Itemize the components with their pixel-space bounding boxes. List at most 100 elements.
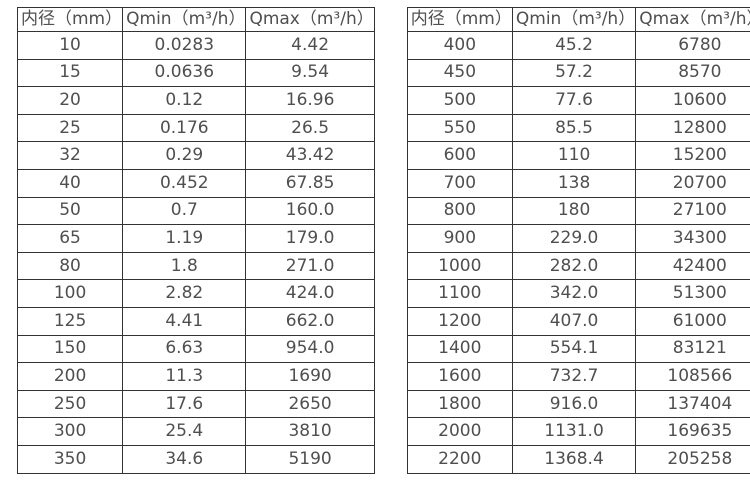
table-row: 32 0.29 43.42 [16, 141, 375, 170]
table-row: 150 6.63 954.0 [16, 334, 375, 364]
table-cell: 1368.4 [511, 444, 637, 474]
table-cell: 160.0 [245, 196, 375, 226]
table-cell: 42400 [635, 251, 750, 281]
table-cell: 10600 [635, 86, 750, 115]
table-row: 50 0.7 160.0 [16, 196, 375, 226]
table-row: 125 4.41 662.0 [16, 306, 375, 336]
table-cell: 2.82 [122, 279, 247, 308]
table-cell: 20700 [635, 168, 750, 198]
table-cell: 0.12 [122, 86, 247, 115]
table-cell: 205258 [635, 444, 750, 474]
table-cell: 27100 [635, 196, 750, 226]
table-cell: 450 [406, 58, 513, 88]
table-cell: 15 [16, 58, 124, 88]
column-header-qmin: Qmin（m³/h） [511, 7, 637, 32]
table-cell: 80 [16, 251, 124, 281]
table-cell: 45.2 [511, 31, 637, 60]
table-cell: 1400 [406, 334, 513, 364]
table-cell: 65 [16, 224, 124, 253]
table-row: 450 57.2 8570 [406, 58, 750, 88]
table-row: 1000 282.0 42400 [406, 251, 750, 281]
table-cell: 1690 [245, 362, 375, 391]
flow-table-large-diameters: 内径（mm） Qmin（m³/h） Qmax（m³/h） 40045.26780… [406, 7, 750, 474]
table-cell: 2000 [406, 417, 513, 446]
table-row: 2000 1131.0 169635 [406, 417, 750, 446]
table-cell: 43.42 [245, 141, 375, 170]
table-cell: 6780 [635, 31, 750, 60]
column-header-diameter: 内径（mm） [16, 7, 124, 32]
table-cell: 2200 [406, 444, 513, 474]
table-cell: 0.7 [122, 196, 247, 226]
table-row: 1600 732.7 108566 [406, 362, 750, 391]
table-cell: 0.0636 [122, 58, 247, 88]
table-cell: 169635 [635, 417, 750, 446]
table-cell: 32 [16, 141, 124, 170]
table-row: 20 0.12 16.96 [16, 86, 375, 115]
table-cell: 25 [16, 113, 124, 143]
table-cell: 916.0 [511, 389, 637, 419]
table-cell: 6.63 [122, 334, 247, 364]
table-cell: 34.6 [122, 444, 247, 474]
table-cell: 900 [406, 224, 513, 253]
table-row: 1100 342.0 51300 [406, 279, 750, 308]
flow-table-small-diameters: 内径（mm） Qmin（m³/h） Qmax（m³/h） 10 0.0283 4.4… [16, 7, 375, 474]
table-row: 500 77.6 10600 [406, 86, 750, 115]
flow-tables-container: 内径（mm） Qmin（m³/h） Qmax（m³/h） 10 0.0283 4.4… [16, 7, 750, 474]
table-cell: 1000 [406, 251, 513, 281]
table-row: 400 45.2 6780 [406, 31, 750, 60]
table-row: 350 34.6 5190 [16, 444, 375, 474]
table-row: 600 110 15200 [406, 141, 750, 170]
table-row: 300 25.4 3810 [16, 417, 375, 446]
table-cell: 137404 [635, 389, 750, 419]
table-cell: 400 [406, 31, 513, 60]
table-cell: 180 [511, 196, 637, 226]
table-cell: 1200 [406, 306, 513, 336]
column-header-qmax: Qmax（m³/h） [635, 7, 750, 32]
table-cell: 2650 [245, 389, 375, 419]
table-row: 250 17.6 2650 [16, 389, 375, 419]
table-cell: 229.0 [511, 224, 637, 253]
table-row: 1200 407.0 61000 [406, 306, 750, 336]
table-cell: 271.0 [245, 251, 375, 281]
table-cell: 5190 [245, 444, 375, 474]
table-cell: 16.96 [245, 86, 375, 115]
table-row: 800 180 27100 [406, 196, 750, 226]
column-header-qmin: Qmin（m³/h） [122, 7, 247, 32]
table-cell: 1600 [406, 362, 513, 391]
table-cell: 1131.0 [511, 417, 637, 446]
table-cell: 17.6 [122, 389, 247, 419]
table-cell: 350 [16, 444, 124, 474]
table-cell: 51300 [635, 279, 750, 308]
table-cell: 424.0 [245, 279, 375, 308]
table-cell: 1800 [406, 389, 513, 419]
table-cell: 0.0283 [122, 31, 247, 60]
table-cell: 67.85 [245, 168, 375, 198]
table-row: 900 229.0 34300 [406, 224, 750, 253]
table-cell: 150 [16, 334, 124, 364]
column-header-qmax: Qmax（m³/h） [245, 7, 375, 32]
table-cell: 200 [16, 362, 124, 391]
table-cell: 0.176 [122, 113, 247, 143]
table-cell: 8570 [635, 58, 750, 88]
table-cell: 342.0 [511, 279, 637, 308]
column-header-diameter: 内径（mm） [406, 7, 513, 32]
table-row: 200 11.3 1690 [16, 362, 375, 391]
table-cell: 554.1 [511, 334, 637, 364]
table-cell: 600 [406, 141, 513, 170]
table-cell: 125 [16, 306, 124, 336]
table-row: 15 0.0636 9.54 [16, 58, 375, 88]
table-cell: 85.5 [511, 113, 637, 143]
table-cell: 1.19 [122, 224, 247, 253]
table-row: 80 1.8 271.0 [16, 251, 375, 281]
table-cell: 110 [511, 141, 637, 170]
table-cell: 10 [16, 31, 124, 60]
table-cell: 1100 [406, 279, 513, 308]
table-cell: 0.452 [122, 168, 247, 198]
table-cell: 20 [16, 86, 124, 115]
table-cell: 83121 [635, 334, 750, 364]
table-cell: 0.29 [122, 141, 247, 170]
table-cell: 300 [16, 417, 124, 446]
table-cell: 34300 [635, 224, 750, 253]
table-row: 550 85.5 12800 [406, 113, 750, 143]
